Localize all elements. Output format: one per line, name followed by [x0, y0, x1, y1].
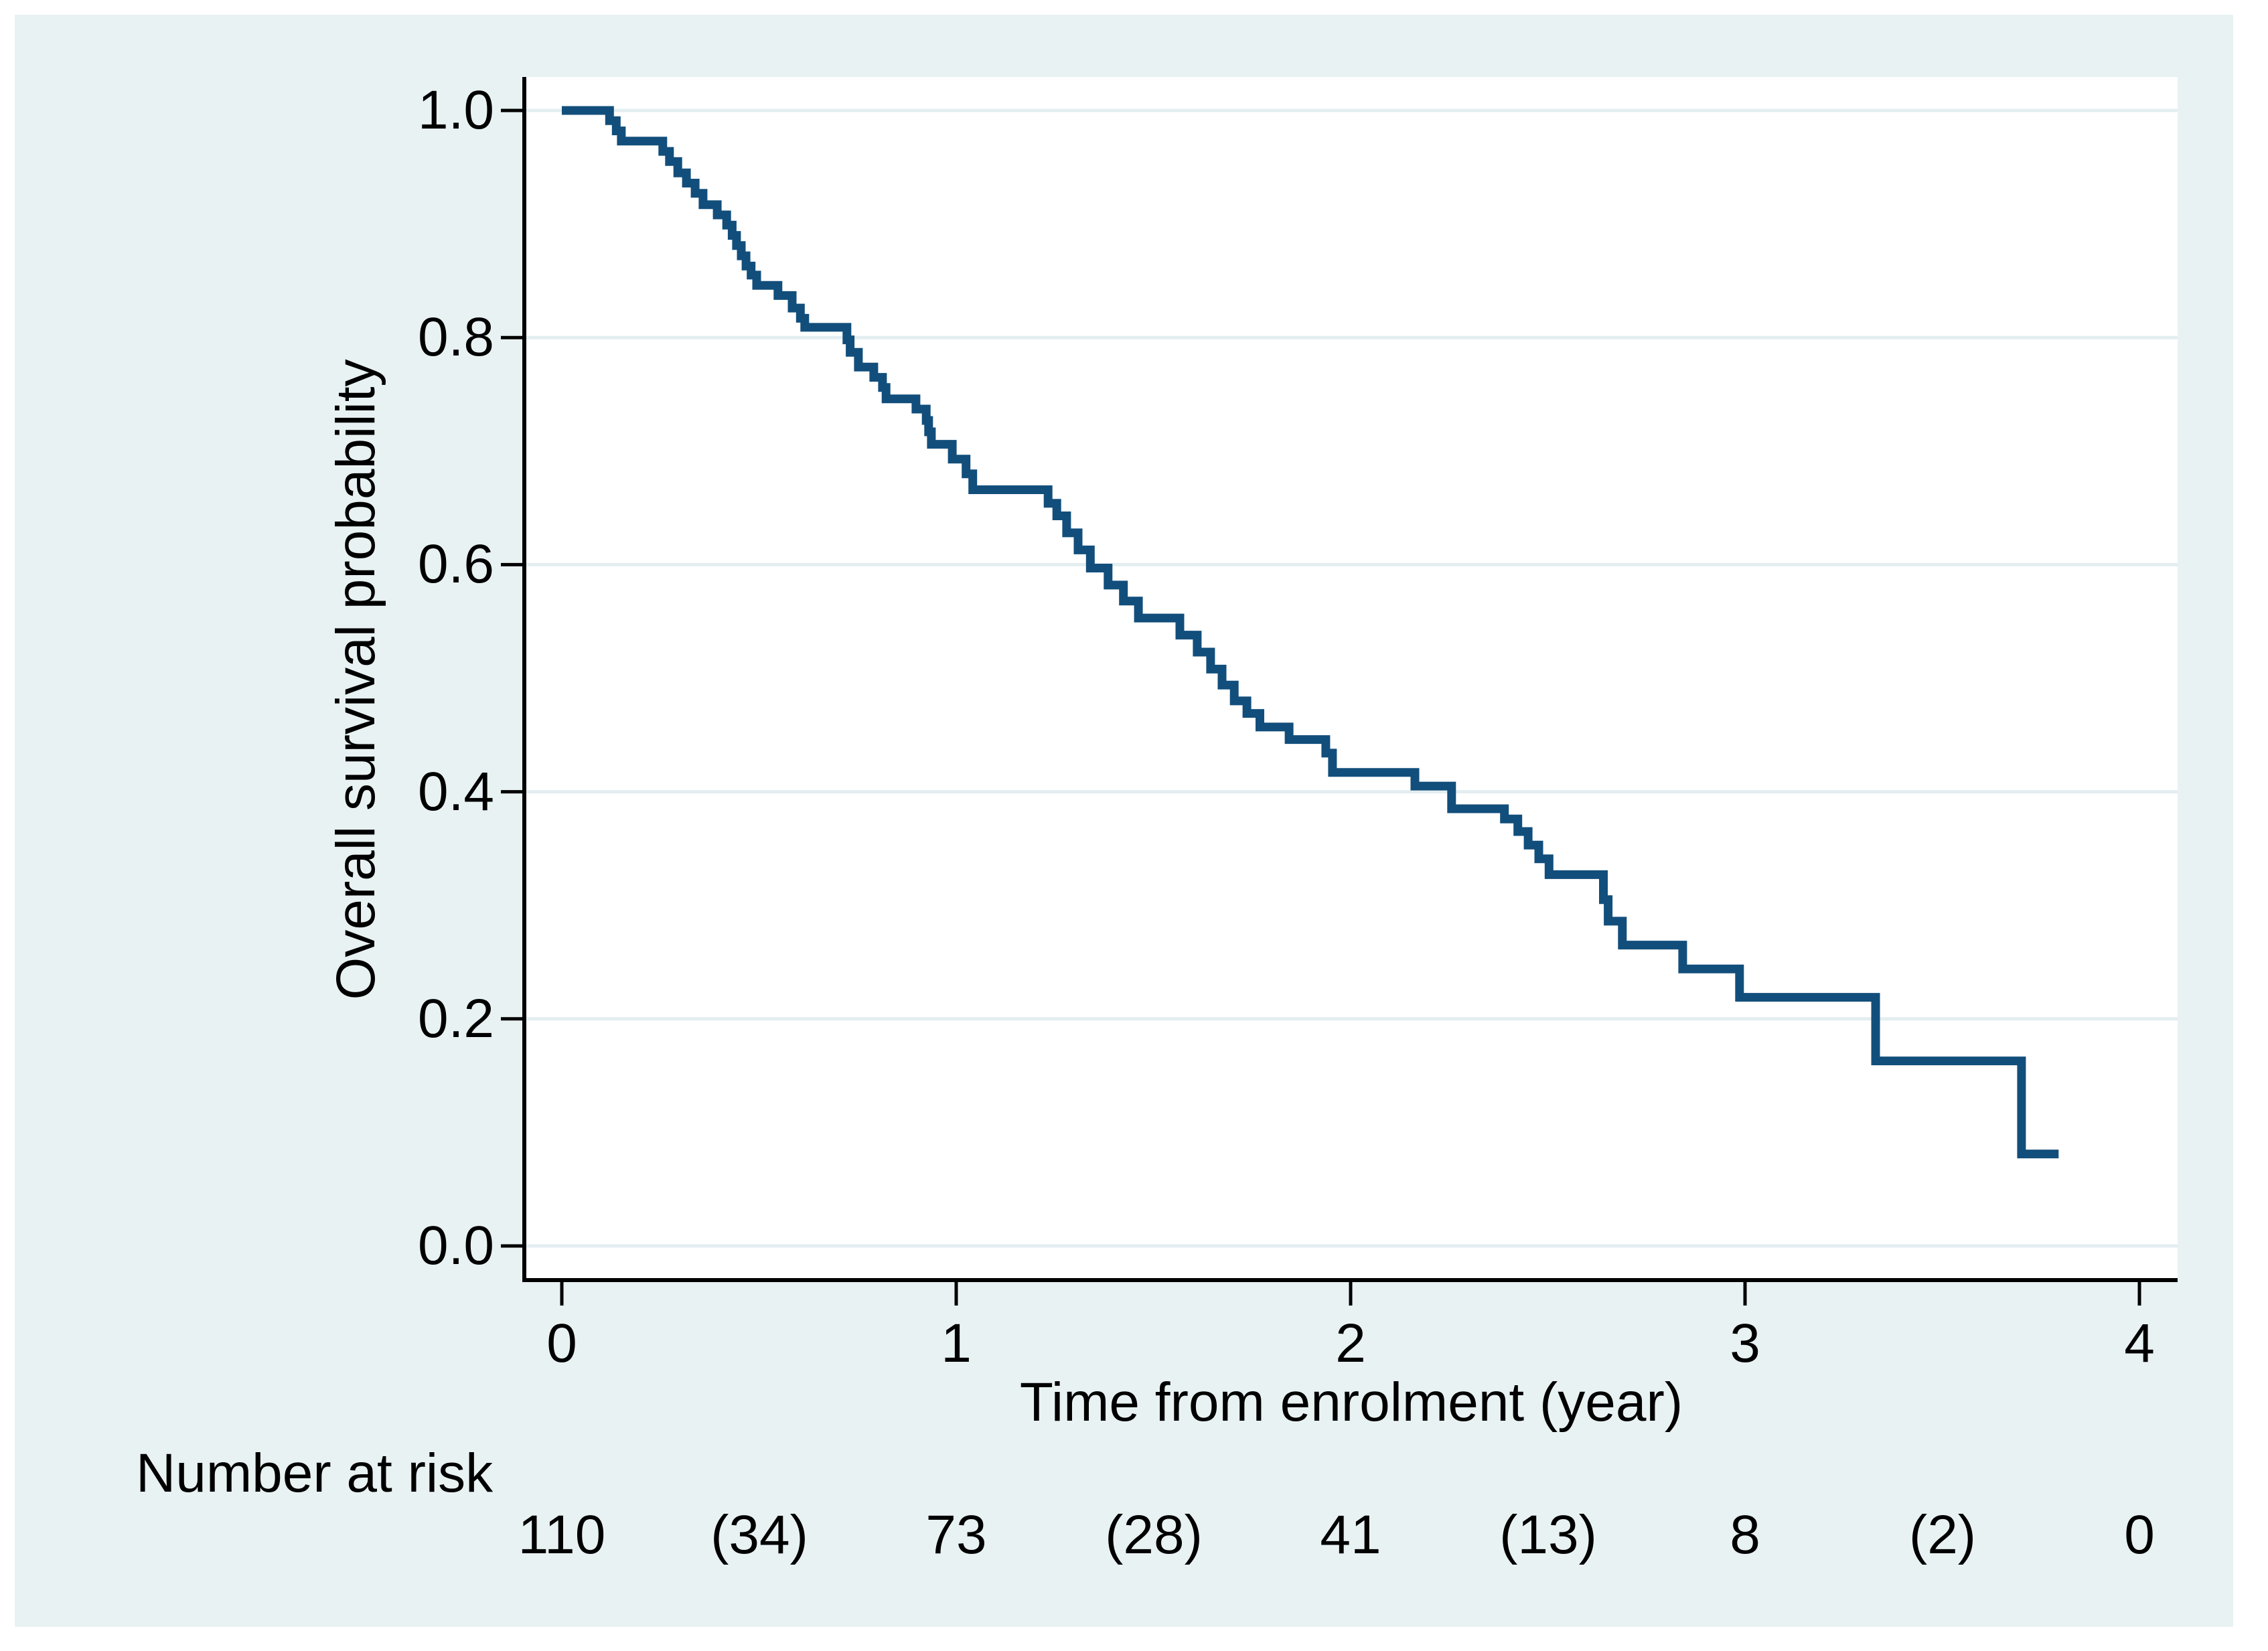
- y-tick-label: 1.0: [418, 80, 494, 141]
- x-axis-title: Time from enrolment (year): [1019, 1372, 1683, 1433]
- gridlines: [524, 108, 2178, 1248]
- x-tick-label: 3: [1730, 1313, 1760, 1374]
- risk-count-censored: (34): [710, 1504, 808, 1565]
- y-axis-title: Overall survival probability: [325, 359, 386, 1000]
- survival-curve: [562, 106, 2059, 1159]
- risk-count: 0: [2124, 1504, 2155, 1565]
- risk-count: 110: [518, 1504, 606, 1565]
- risk-count-censored: (28): [1105, 1504, 1203, 1565]
- risk-table-label: Number at risk: [136, 1443, 494, 1504]
- plot-area: [524, 77, 2178, 1280]
- x-tick-label: 2: [1335, 1313, 1366, 1374]
- x-tick-label: 4: [2124, 1313, 2155, 1374]
- y-tick-label: 0.0: [418, 1215, 494, 1276]
- risk-count: 73: [925, 1504, 987, 1565]
- x-tick-label: 1: [941, 1313, 972, 1374]
- risk-count: 8: [1730, 1504, 1760, 1565]
- axis-ticks: [501, 108, 2141, 1306]
- y-tick-label: 0.6: [418, 534, 494, 595]
- risk-count-censored: (2): [1908, 1504, 1977, 1565]
- risk-count-censored: (13): [1499, 1504, 1597, 1565]
- y-tick-label: 0.8: [418, 307, 494, 368]
- y-tick-label: 0.4: [418, 761, 494, 822]
- risk-count: 41: [1320, 1504, 1381, 1565]
- y-tick-label: 0.2: [418, 988, 494, 1049]
- x-tick-label: 0: [546, 1313, 577, 1374]
